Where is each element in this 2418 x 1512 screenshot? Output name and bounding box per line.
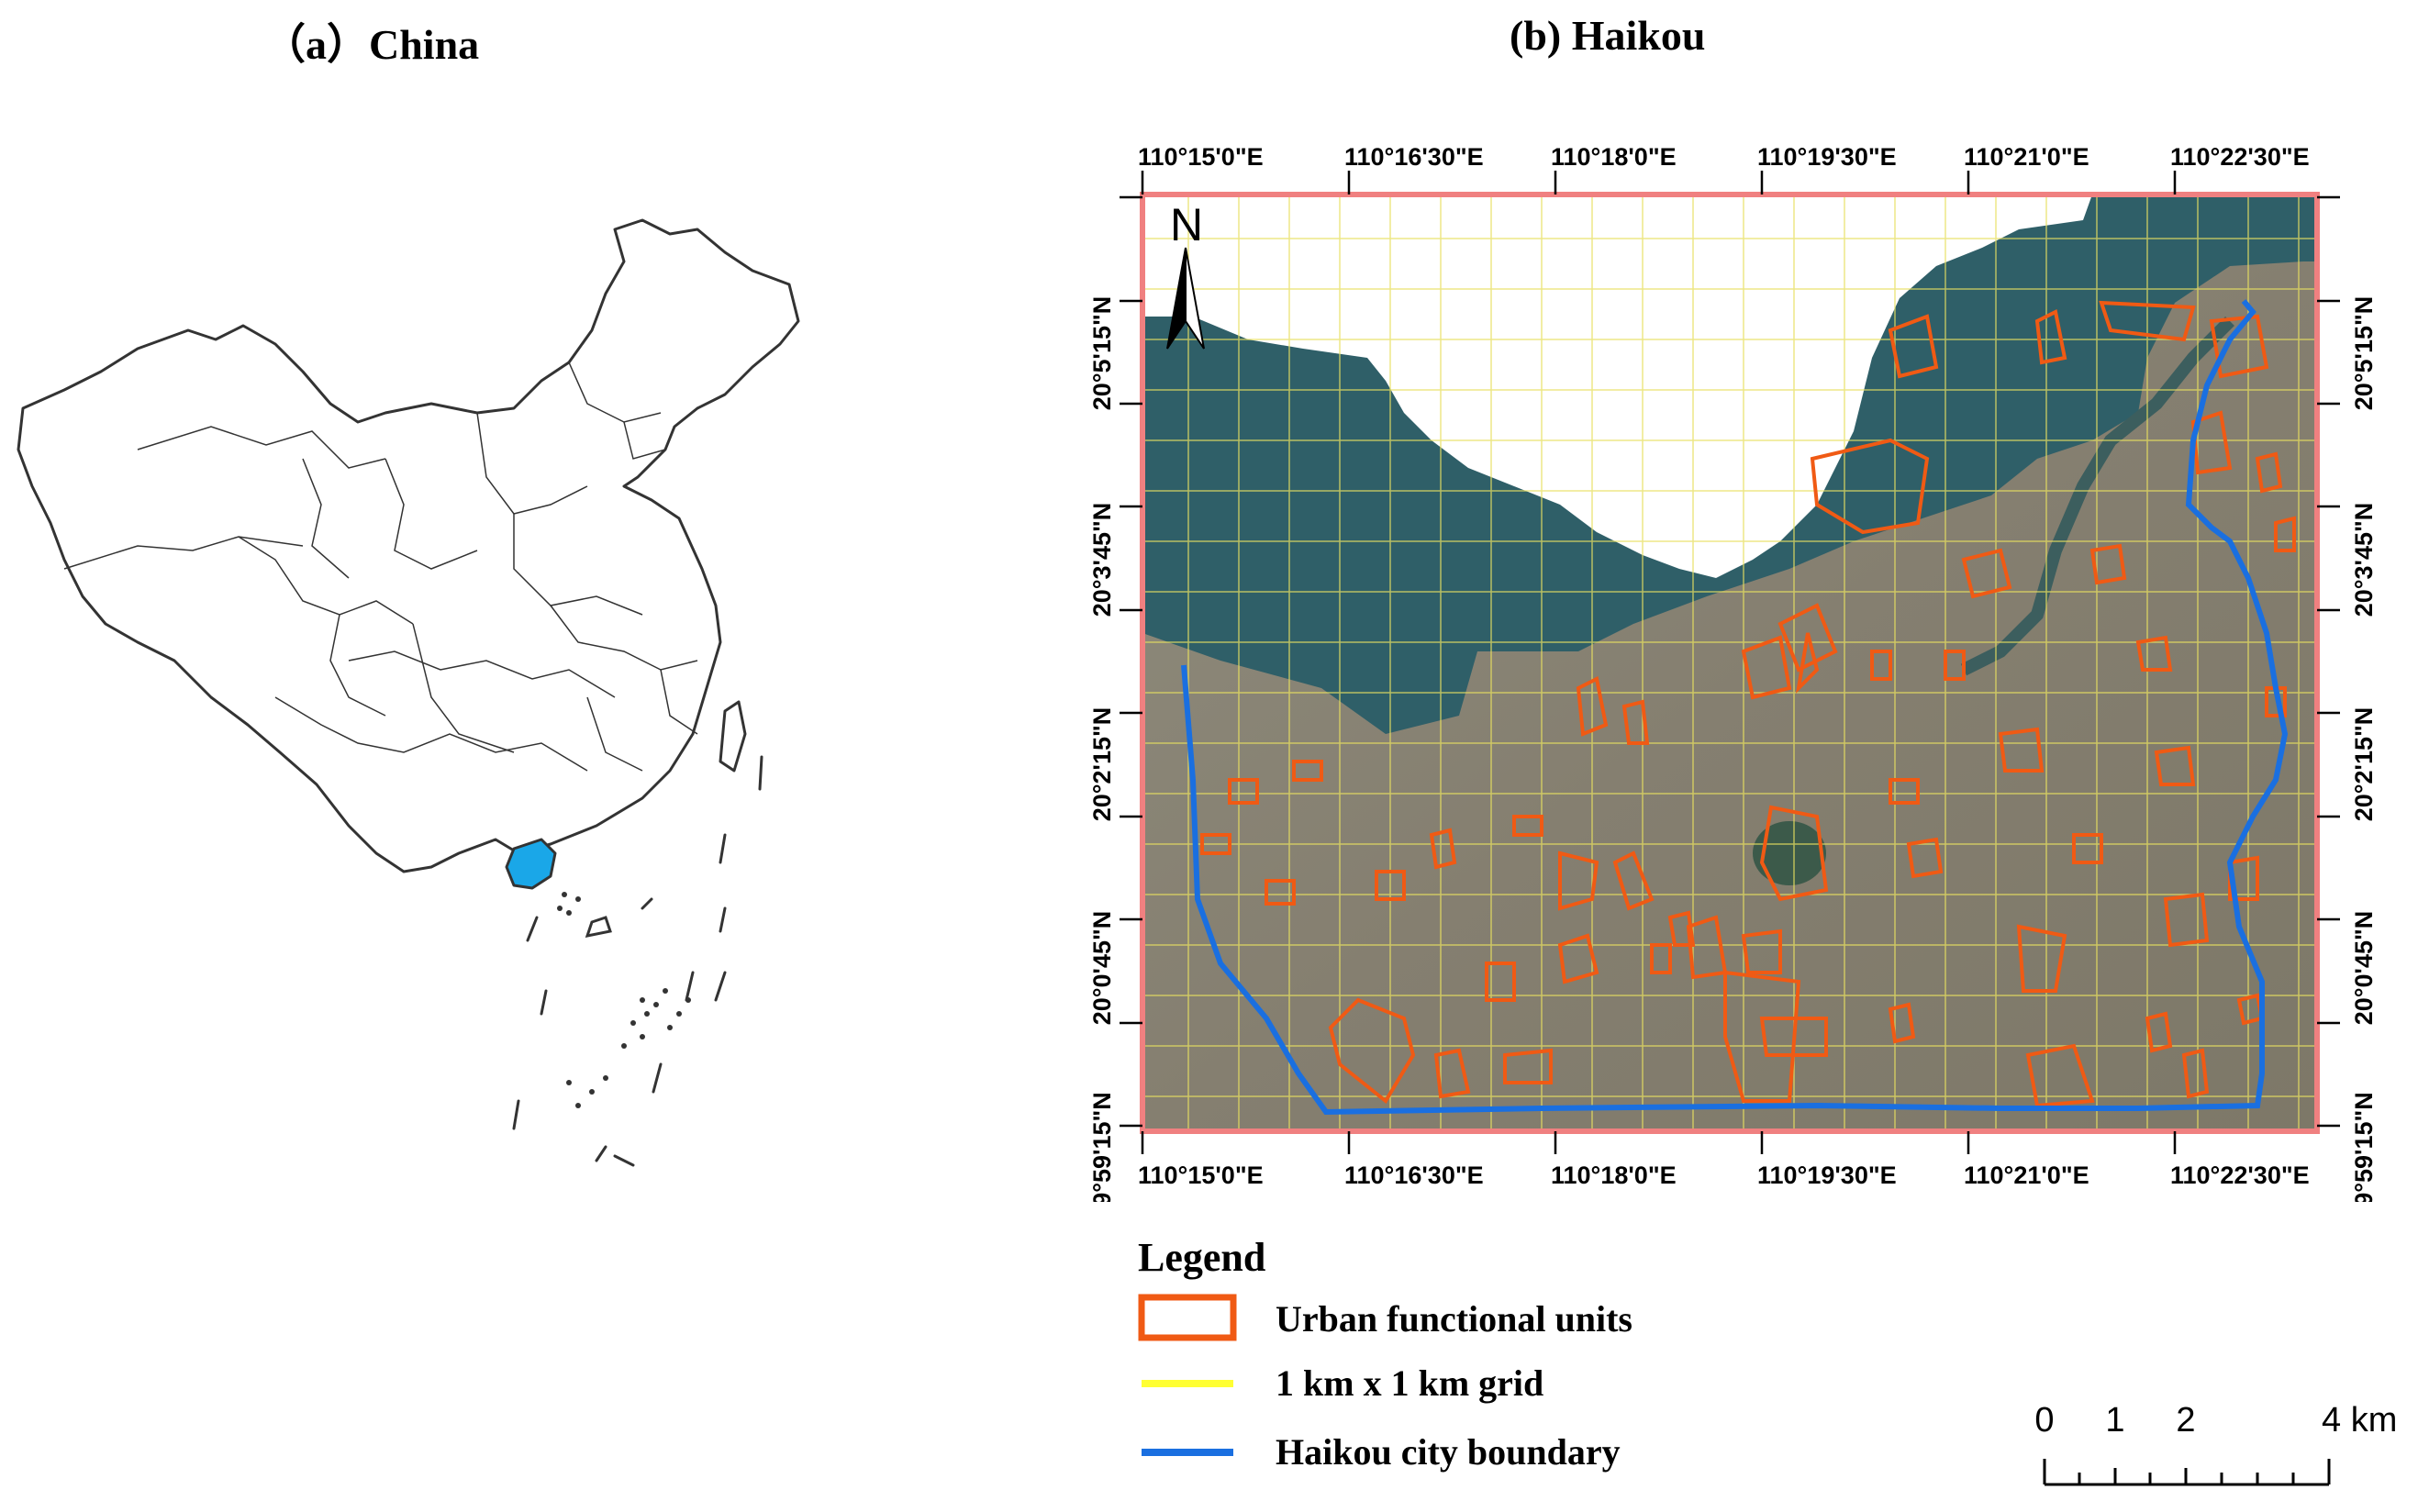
- lon-label-bottom: 110°22'30"E: [2170, 1162, 2310, 1189]
- scale-label: 0: [2034, 1401, 2054, 1440]
- legend-item-urban-units: Urban functional units: [1138, 1294, 1780, 1349]
- lat-label-right: 20°0'45"N: [2350, 911, 2378, 1026]
- lat-label-right: 20°2'15"N: [2350, 707, 2378, 822]
- panel-a-title: （a）China: [263, 21, 480, 68]
- lat-label-right: 20°5'15"N: [2350, 296, 2378, 411]
- lon-label-top: 110°22'30"E: [2170, 143, 2310, 171]
- lon-label-bottom: 110°16'30"E: [1344, 1162, 1484, 1189]
- lat-label-left: 19°59'15"N: [1088, 1092, 1116, 1202]
- map-frame: [1140, 192, 2320, 1134]
- legend-label: 1 km x 1 km grid: [1276, 1362, 1544, 1404]
- lon-label-top: 110°15'0"E: [1138, 143, 1264, 171]
- legend-label: Haikou city boundary: [1276, 1431, 1621, 1473]
- legend-item-grid: 1 km x 1 km grid: [1138, 1358, 1780, 1413]
- legend-box-symbol: [1138, 1294, 1237, 1341]
- river: [1960, 317, 2234, 676]
- no-data-area: [1142, 195, 2092, 578]
- legend-label: Urban functional units: [1276, 1298, 1632, 1340]
- haikou-map: N 110°15'0"E 110°16'30"E 110°18'0"E 110°…: [1088, 143, 2378, 1202]
- lon-label-bottom: 110°19'30"E: [1757, 1162, 1897, 1189]
- lat-label-right: 20°3'45"N: [2350, 503, 2378, 617]
- lon-label-bottom: 110°21'0"E: [1964, 1162, 2089, 1189]
- legend-title: Legend: [1138, 1235, 1266, 1280]
- scale-bar: 0 1 2 4 km: [2034, 1401, 2397, 1486]
- north-label: N: [1170, 199, 1203, 250]
- land-area: [1142, 261, 2317, 1131]
- taiwan-island: [719, 700, 747, 773]
- lon-label-top: 110°21'0"E: [1964, 143, 2089, 171]
- lat-label-left: 20°5'15"N: [1088, 296, 1116, 411]
- scale-label: 2: [2176, 1401, 2195, 1440]
- city-boundary: [1181, 299, 2289, 1116]
- lon-label-bottom: 110°18'0"E: [1551, 1162, 1677, 1189]
- lake: [1753, 821, 1826, 885]
- panel-b-title: (b) Haikou: [1510, 12, 1706, 59]
- china-map: [17, 218, 800, 1167]
- legend-item-boundary: Haikou city boundary: [1138, 1427, 1780, 1482]
- lat-label-right: 19°59'15"N: [2350, 1092, 2378, 1202]
- lon-label-top: 110°18'0"E: [1551, 143, 1677, 171]
- lon-label-top: 110°16'30"E: [1344, 143, 1484, 171]
- lon-label-top: 110°19'30"E: [1757, 143, 1897, 171]
- legend-line-symbol: [1142, 1380, 1233, 1387]
- lat-label-left: 20°3'45"N: [1088, 503, 1116, 617]
- hainan-island: [505, 838, 557, 890]
- lat-label-left: 20°0'45"N: [1088, 911, 1116, 1026]
- north-arrow: [1166, 247, 1205, 350]
- scale-label: 4 km: [2322, 1401, 2397, 1440]
- scale-label: 1: [2105, 1401, 2124, 1440]
- legend-line-symbol: [1142, 1449, 1233, 1456]
- lon-label-bottom: 110°15'0"E: [1138, 1162, 1264, 1189]
- lat-label-left: 20°2'15"N: [1088, 707, 1116, 822]
